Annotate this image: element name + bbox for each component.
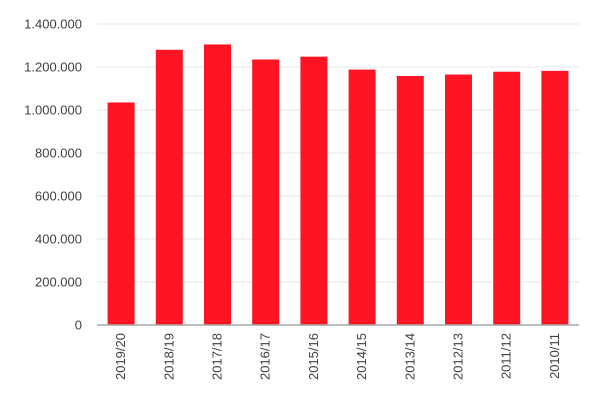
x-tick-label: 2017/18	[210, 333, 225, 380]
y-axis-tick-labels: 0 200.000 400.000 600.000 800.000 1.000.000 1.…	[24, 17, 82, 333]
bar-2019-20	[107, 102, 135, 325]
x-tick-label: 2019/20	[113, 333, 128, 380]
bar-2017-18	[204, 44, 231, 326]
y-tick-label: 1.200.000	[24, 60, 82, 75]
y-tick-label: 1.000.000	[24, 103, 82, 118]
bar-2018-19	[155, 49, 183, 326]
x-tick-label: 2011/12	[499, 333, 514, 379]
x-tick-label: 2014/15	[354, 333, 369, 380]
y-tick-label: 800.000	[35, 146, 82, 161]
x-tick-label: 2012/13	[451, 333, 466, 380]
x-tick-label: 2010/11	[547, 333, 562, 379]
x-tick-label: 2018/19	[161, 333, 176, 380]
y-tick-label: 0	[75, 318, 82, 333]
x-tick-label: 2013/14	[402, 333, 417, 380]
bar-2016-17	[252, 59, 280, 325]
y-tick-label: 1.400.000	[24, 17, 82, 32]
bar-2010-11	[541, 70, 569, 326]
y-tick-label: 600.000	[35, 189, 82, 204]
x-axis-tick-labels: 2019/20 2018/19 2017/18 2016/17 2015/16 2014/…	[113, 333, 562, 380]
bar-2011-12	[493, 71, 521, 325]
bar-2015-16	[300, 56, 328, 326]
bars	[107, 44, 569, 326]
x-tick-label: 2016/17	[258, 333, 273, 380]
bar-2012-13	[445, 74, 472, 326]
y-tick-label: 200.000	[35, 275, 82, 290]
x-tick-label: 2015/16	[306, 333, 321, 380]
y-tick-label: 400.000	[35, 232, 82, 247]
bar-2014-15	[348, 69, 376, 325]
bar-2013-14	[396, 76, 424, 325]
